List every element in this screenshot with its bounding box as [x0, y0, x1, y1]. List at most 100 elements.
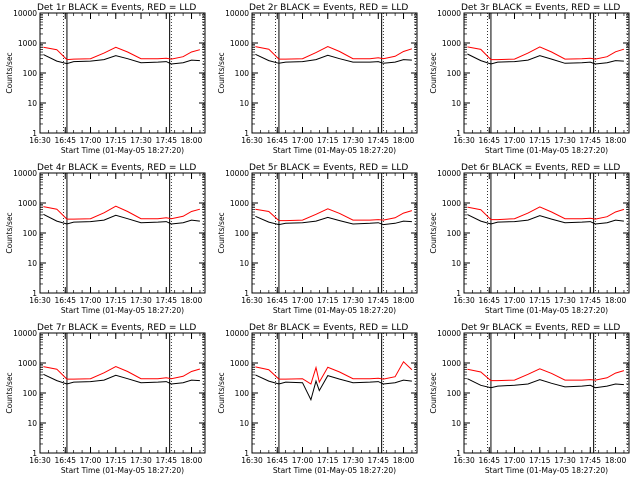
x-tick-label: 18:00 — [605, 136, 627, 145]
x-tick-label: 17:30 — [342, 296, 364, 305]
y-tick-label: 1000 — [442, 359, 461, 368]
y-tick-label: 10 — [451, 419, 461, 428]
chart-panel-1: Det 1r BLACK = Events, RED = LLD 1 10 100 10… — [5, 3, 206, 155]
y-tick-label: 1 — [456, 129, 461, 138]
y-tick-label: 10 — [451, 259, 461, 268]
y-tick-label: 10 — [239, 259, 249, 268]
chart-title: Det 9r BLACK = Events, RED = LLD — [461, 323, 620, 333]
chart-panel-4: Det 4r BLACK = Events, RED = LLD 1 10 100 10… — [5, 163, 206, 315]
x-tick-label: 16:45 — [266, 136, 288, 145]
x-tick-label: 16:30 — [241, 136, 263, 145]
y-axis-title: Counts/sec — [5, 372, 14, 413]
chart-title: Det 4r BLACK = Events, RED = LLD — [37, 163, 196, 173]
y-tick-label: 10000 — [13, 329, 37, 338]
x-tick-label: 16:45 — [478, 296, 500, 305]
y-axis-title: Counts/sec — [217, 52, 226, 93]
y-tick-label: 10000 — [437, 9, 461, 18]
events-series-line — [43, 54, 200, 65]
x-tick-label: 16:45 — [54, 456, 76, 465]
x-tick-label: 17:15 — [317, 296, 339, 305]
x-tick-label: 17:45 — [367, 136, 389, 145]
y-tick-label: 10 — [239, 99, 249, 108]
chart-title: Det 3r BLACK = Events, RED = LLD — [461, 3, 620, 13]
x-tick-label: 17:00 — [80, 456, 102, 465]
x-tick-label: 17:30 — [554, 456, 576, 465]
x-tick-label: 17:30 — [554, 136, 576, 145]
events-series-line — [43, 213, 200, 225]
x-tick-label: 16:45 — [54, 296, 76, 305]
chart-panel-6: Det 6r BLACK = Events, RED = LLD 1 10 100 10… — [429, 163, 630, 315]
y-tick-label: 10000 — [225, 169, 249, 178]
x-tick-label: 17:45 — [367, 456, 389, 465]
lld-series-line — [43, 366, 201, 380]
y-tick-label: 100 — [447, 389, 462, 398]
y-tick-label: 100 — [447, 229, 462, 238]
y-tick-label: 1 — [456, 449, 461, 458]
events-series-line — [467, 214, 624, 225]
chart-panel-3: Det 3r BLACK = Events, RED = LLD 1 10 100 10… — [429, 3, 630, 155]
plot-frame — [463, 332, 630, 454]
y-tick-label: 10000 — [225, 329, 249, 338]
y-tick-label: 100 — [235, 229, 250, 238]
y-axis-title: Counts/sec — [5, 52, 14, 93]
x-tick-label: 17:15 — [105, 456, 127, 465]
y-tick-label: 10 — [27, 99, 37, 108]
events-series-line — [255, 53, 412, 64]
x-tick-label: 18:00 — [393, 456, 415, 465]
y-tick-label: 1000 — [230, 39, 249, 48]
x-tick-label: 17:15 — [317, 136, 339, 145]
y-tick-label: 1 — [244, 289, 249, 298]
lld-series-line — [255, 208, 413, 222]
y-axis-title: Counts/sec — [217, 372, 226, 413]
x-axis-title: Start Time (01-May-05 18:27:20) — [61, 306, 184, 315]
y-tick-label: 1 — [244, 449, 249, 458]
y-tick-label: 10 — [27, 419, 37, 428]
plot-frame — [39, 332, 206, 454]
events-series-line — [467, 378, 624, 389]
x-tick-label: 17:00 — [80, 136, 102, 145]
x-tick-label: 16:30 — [241, 296, 263, 305]
x-axis-title: Start Time (01-May-05 18:27:20) — [273, 146, 396, 155]
x-tick-label: 16:30 — [29, 296, 51, 305]
x-tick-label: 17:30 — [554, 296, 576, 305]
y-tick-label: 10000 — [13, 9, 37, 18]
x-tick-label: 16:30 — [453, 136, 475, 145]
x-tick-label: 17:15 — [105, 296, 127, 305]
chart-panel-9: Det 9r BLACK = Events, RED = LLD 1 10 100 10… — [429, 323, 630, 475]
y-tick-label: 100 — [447, 69, 462, 78]
plot-frame — [251, 332, 418, 454]
lld-series-line — [43, 205, 201, 220]
x-tick-label: 17:15 — [317, 456, 339, 465]
x-tick-label: 16:30 — [453, 456, 475, 465]
events-series-line — [255, 374, 412, 402]
y-tick-label: 100 — [235, 69, 250, 78]
chart-title: Det 5r BLACK = Events, RED = LLD — [249, 163, 408, 173]
chart-title: Det 7r BLACK = Events, RED = LLD — [37, 323, 196, 333]
chart-panel-8: Det 8r BLACK = Events, RED = LLD 1 10 100 10… — [217, 323, 418, 475]
y-tick-label: 10 — [239, 419, 249, 428]
x-tick-label: 17:00 — [292, 136, 314, 145]
lld-series-line — [467, 206, 625, 221]
x-axis-title: Start Time (01-May-05 18:27:20) — [61, 146, 184, 155]
chart-title: Det 2r BLACK = Events, RED = LLD — [249, 3, 408, 13]
x-tick-label: 17:45 — [155, 136, 177, 145]
x-tick-label: 17:30 — [130, 296, 152, 305]
y-axis-title: Counts/sec — [217, 212, 226, 253]
x-axis-title: Start Time (01-May-05 18:27:20) — [485, 466, 608, 475]
x-tick-label: 18:00 — [605, 296, 627, 305]
x-tick-label: 18:00 — [393, 136, 415, 145]
y-tick-label: 10 — [27, 259, 37, 268]
y-tick-label: 1 — [244, 129, 249, 138]
plot-frame — [39, 172, 206, 294]
x-tick-label: 16:45 — [478, 456, 500, 465]
x-tick-label: 16:30 — [29, 136, 51, 145]
y-axis-title: Counts/sec — [429, 52, 438, 93]
y-tick-label: 1000 — [442, 39, 461, 48]
x-tick-label: 16:45 — [266, 456, 288, 465]
y-tick-label: 100 — [23, 69, 38, 78]
y-tick-label: 1 — [32, 449, 37, 458]
x-tick-label: 17:30 — [130, 456, 152, 465]
x-axis-title: Start Time (01-May-05 18:27:20) — [273, 466, 396, 475]
x-tick-label: 17:45 — [579, 296, 601, 305]
events-series-line — [467, 53, 624, 65]
